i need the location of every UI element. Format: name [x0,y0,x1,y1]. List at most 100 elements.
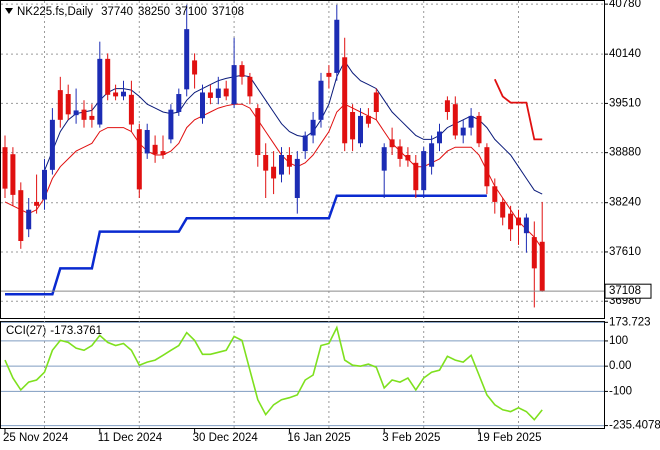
symbol: NK225.fs,Daily [17,6,93,18]
candle-body [500,201,506,218]
candle-body [358,115,363,144]
indicator-line [5,194,487,296]
candle-body [144,129,150,154]
candle-body [65,94,71,115]
low-value: 37100 [175,6,207,18]
candle-body [255,108,261,156]
collapse-icon[interactable] [5,8,13,14]
x-tick-label: 30 Dec 2024 [193,432,259,444]
candle-body [373,92,379,113]
x-tick-label: 16 Jan 2025 [287,432,350,444]
candle-body [97,58,103,125]
candle-body [57,90,63,120]
candle-body [484,147,490,187]
candle-body [405,155,411,161]
y-tick-label: -235.4078 [609,420,660,432]
candle-body [18,190,24,241]
candle-body [113,92,119,97]
candle-body [215,88,221,98]
candle-body [271,166,277,179]
candle-body [128,94,134,125]
candle-body [136,129,142,190]
close-value: 37108 [212,6,244,18]
y-tick-label: 0.00 [609,360,631,372]
x-tick-label: 11 Dec 2024 [98,432,163,444]
candle-body [531,237,537,269]
candle-body [200,92,205,119]
open-value: 37740 [101,6,133,18]
candle-body [152,144,158,155]
candle-body [508,213,514,230]
candle-body [350,112,356,140]
y-tick-label: 38240 [609,197,641,209]
candle-body [516,217,521,226]
candle-body [73,110,79,116]
candle-body [247,76,253,97]
high-value: 38250 [138,6,170,18]
candle-body [34,201,40,206]
candle-body [168,109,174,140]
y-tick-label: 37610 [609,246,641,258]
x-tick-label: 19 Feb 2025 [477,432,542,444]
candle-body [397,146,403,159]
candle-body [539,241,545,292]
candle-body [10,154,16,195]
candle-body [318,80,324,120]
candle-body [263,155,269,171]
candle-body [2,147,8,189]
candle-body [279,155,284,175]
candle-body [286,155,292,167]
candle-body [192,60,198,75]
candle-body [26,209,32,230]
candle-body [468,115,474,128]
candle-body [49,119,55,170]
candle-body [365,115,371,124]
x-tick-label: 3 Feb 2025 [382,432,440,444]
candle-body [413,162,419,191]
candle-body [421,151,427,191]
candle-body [231,65,237,105]
indicator-line [493,78,543,141]
candle-body [302,135,308,152]
y-tick-label: 39510 [609,97,641,109]
candle-body [492,186,498,202]
candle-body [437,131,442,144]
cci-line [4,325,543,421]
last-price-label: 37108 [609,285,641,297]
y-tick-label: 173.723 [609,316,651,328]
candle-body [326,72,332,77]
candle-body [160,151,166,156]
candle-body [389,139,395,148]
candle-body [81,109,87,120]
candle-body [184,29,190,90]
candle-body [334,19,340,73]
candle-body [42,169,47,200]
y-tick-label: -100 [609,385,632,397]
candle-body [476,115,482,144]
indicator-line [4,103,543,250]
x-tick-label: 25 Nov 2024 [3,432,69,444]
cci-name: CCI(27) [6,325,46,337]
candle-body [105,58,111,95]
y-tick-label: 40140 [609,48,641,60]
candle-body [89,115,95,120]
candle-body [429,143,435,167]
candle-body [452,104,458,136]
candle-body [207,92,213,98]
candle-body [342,57,348,144]
cci-panel [0,321,605,429]
candle-body [121,91,126,97]
main-panel [0,0,605,319]
indicator-line [44,60,543,195]
candle-body [523,217,529,234]
candle-body [176,94,182,113]
cci-header: CCI(27) -173.3761 [6,325,102,337]
candle-body [460,127,466,136]
y-tick-label: 40780 [609,0,641,10]
candle-body [381,147,387,171]
candle-body [310,119,316,136]
chart-header: NK225.fs,Daily 37740 38250 37100 37108 [17,6,244,18]
candle-body [294,158,300,199]
y-tick-label: 100 [609,335,628,347]
